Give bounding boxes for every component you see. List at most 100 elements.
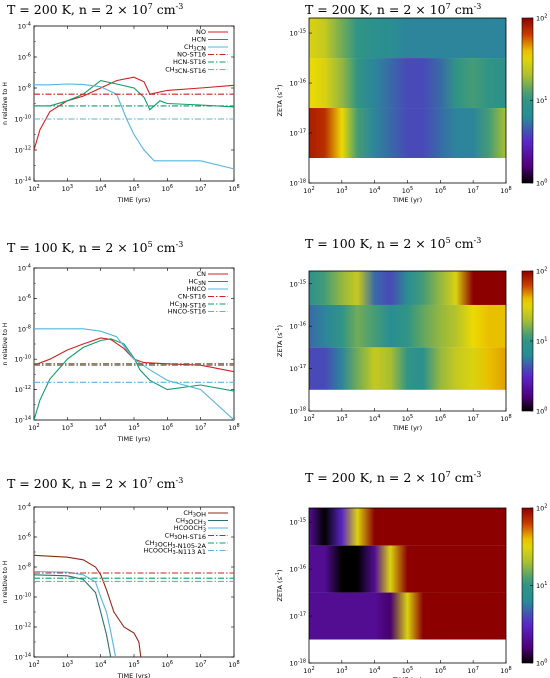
- x-tick-label: 104: [369, 414, 380, 423]
- y-tick-label: 10-4: [18, 503, 31, 512]
- x-tick-label: 103: [336, 186, 347, 195]
- plot-frame: [33, 25, 235, 182]
- y-tick-label: 10-6: [18, 533, 31, 542]
- x-axis-label: TIME (yrs): [117, 672, 151, 678]
- x-tick-label: 108: [500, 666, 511, 675]
- x-tick-label: 105: [402, 186, 413, 195]
- x-tick-label: 103: [62, 423, 73, 432]
- y-tick-label: 10-12: [15, 623, 31, 632]
- series-group: [34, 76, 234, 170]
- y-tick-label: 10-4: [18, 264, 31, 273]
- x-axis-label: TIME (yr): [392, 676, 422, 678]
- colorbar-tick-label: 102: [536, 504, 547, 513]
- colorbar-tick-label: 100: [536, 407, 547, 416]
- heatmap-row: [309, 592, 506, 640]
- x-tick-label: 105: [128, 660, 139, 669]
- x-tick-label: 106: [435, 666, 446, 675]
- line-chart-2: T = 100 K, n = 2 × 105 cm-3 102 103 104 105…: [0, 226, 275, 452]
- heatmap-row: [309, 545, 506, 593]
- legend-label: HCN: [192, 36, 206, 44]
- legend-label: HNCO-ST16: [168, 308, 206, 316]
- x-tick-label: 105: [402, 666, 413, 675]
- legend-label: HC3N: [189, 278, 207, 288]
- line-chart-1: T = 200 K, n = 2 × 107 cm-3 102 103 104 105…: [0, 0, 275, 226]
- legend-label: CH3OH-ST16: [165, 532, 206, 542]
- y-tick-label: 10-17: [290, 129, 306, 138]
- x-axis-label: TIME (yr): [392, 424, 422, 432]
- legend-label: CN-ST16: [178, 293, 206, 301]
- y-tick-label: 10-8: [18, 324, 31, 333]
- x-tick-label: 106: [435, 186, 446, 195]
- plot-frame: [33, 267, 235, 421]
- x-tick-label: 107: [195, 660, 206, 669]
- x-tick-label: 108: [500, 186, 511, 195]
- y-tick-label: 10-15: [290, 29, 306, 38]
- heatmap-3: T = 200 K, n = 2 × 107 cm-3 102 103 104 105…: [275, 452, 550, 678]
- x-axis-label: TIME (yrs): [117, 435, 151, 443]
- series-group: [34, 328, 234, 420]
- legend-label: CH3CN-ST16: [165, 66, 206, 76]
- legend-label: HC3N-ST16: [170, 300, 206, 310]
- colorbar-tick-label: 100: [536, 659, 547, 668]
- x-tick-label: 102: [303, 414, 314, 423]
- x-tick-label: 104: [95, 184, 106, 193]
- x-tick-label: 103: [336, 666, 347, 675]
- y-axis-label: n relative to H: [2, 323, 9, 366]
- x-tick-label: 106: [162, 423, 173, 432]
- series-group: [34, 554, 234, 657]
- legend-label: CN: [197, 270, 207, 278]
- series-line: [34, 574, 112, 657]
- y-axis-label: n relative to H: [2, 82, 9, 125]
- legend-label: CH3CN: [184, 43, 206, 53]
- x-tick-label: 104: [369, 666, 380, 675]
- legend-label: HCOOCH3: [174, 524, 206, 534]
- x-tick-label: 104: [95, 660, 106, 669]
- heatmap-row: [309, 271, 506, 305]
- colorbar-tick-label: 101: [536, 96, 547, 105]
- chart-title: T = 200 K, n = 2 × 107 cm-3: [7, 476, 184, 492]
- x-tick-label: 106: [162, 184, 173, 193]
- legend-label: HCN-ST16: [173, 58, 206, 66]
- plot-frame: [33, 506, 235, 658]
- chart-title: T = 200 K, n = 2 × 107 cm-3: [7, 2, 184, 18]
- series-line: [34, 80, 234, 111]
- chart-title: T = 100 K, n = 2 × 105 cm-3: [305, 236, 482, 252]
- chart-title: T = 100 K, n = 2 × 105 cm-3: [7, 240, 184, 256]
- colorbar-tick-label: 100: [536, 179, 547, 188]
- x-tick-label: 103: [62, 660, 73, 669]
- x-tick-label: 106: [162, 660, 173, 669]
- y-tick-label: 10-6: [18, 294, 31, 303]
- heatmap-row: [309, 58, 506, 109]
- y-axis-label: ZETA (s-1): [275, 84, 284, 116]
- y-tick-label: 10-14: [15, 177, 31, 186]
- x-tick-label: 102: [303, 186, 314, 195]
- y-tick-label: 10-6: [18, 53, 31, 62]
- y-tick-label: 10-16: [290, 79, 306, 88]
- y-tick-label: 10-17: [290, 612, 306, 621]
- y-tick-label: 10-10: [15, 115, 31, 124]
- y-tick-label: 10-16: [290, 565, 306, 574]
- x-tick-label: 104: [95, 423, 106, 432]
- y-tick-label: 10-15: [290, 279, 306, 288]
- x-tick-label: 107: [467, 666, 478, 675]
- x-tick-label: 108: [228, 184, 239, 193]
- x-tick-label: 104: [369, 186, 380, 195]
- y-tick-label: 10-10: [15, 355, 31, 364]
- x-tick-label: 102: [303, 666, 314, 675]
- line-chart-3: T = 200 K, n = 2 × 107 cm-3 102 103 104 105…: [0, 452, 275, 678]
- y-tick-label: 10-15: [290, 518, 306, 527]
- legend-label: CH3OCH3-N105-2A: [145, 539, 206, 550]
- legend-label: CH3OCH3: [176, 517, 206, 528]
- heatmap-row: [309, 108, 506, 159]
- x-tick-label: 107: [195, 184, 206, 193]
- heatmap-1: T = 200 K, n = 2 × 107 cm-3 102 103 104 105…: [275, 0, 550, 226]
- x-tick-label: 108: [500, 414, 511, 423]
- x-axis-label: TIME (yrs): [117, 196, 151, 204]
- y-axis-label: ZETA (s-1): [275, 569, 284, 601]
- legend-label: CH3OH: [183, 509, 206, 519]
- x-tick-label: 108: [228, 660, 239, 669]
- chart-title: T = 200 K, n = 2 × 107 cm-3: [305, 2, 482, 18]
- y-tick-label: 10-4: [18, 22, 31, 31]
- chart-title: T = 200 K, n = 2 × 107 cm-3: [305, 470, 482, 486]
- heatmap-row: [309, 18, 506, 59]
